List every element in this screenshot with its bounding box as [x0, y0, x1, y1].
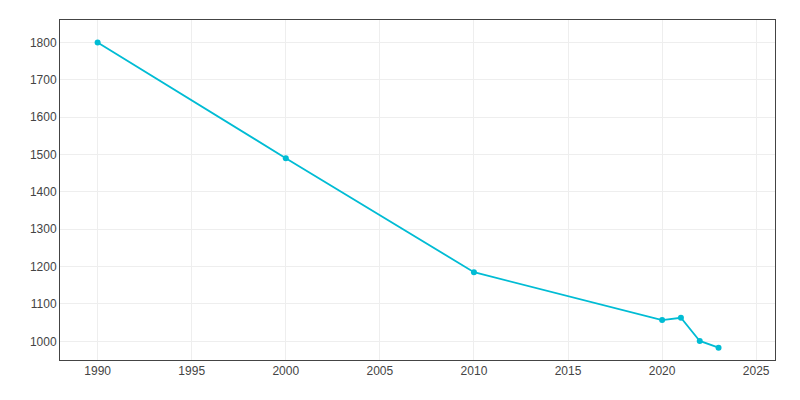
svg-text:2015: 2015 — [555, 364, 582, 378]
svg-text:1800: 1800 — [30, 36, 57, 50]
svg-text:2010: 2010 — [461, 364, 488, 378]
svg-text:1995: 1995 — [178, 364, 205, 378]
svg-text:2005: 2005 — [367, 364, 394, 378]
svg-text:2020: 2020 — [649, 364, 676, 378]
svg-text:1100: 1100 — [31, 297, 57, 311]
svg-text:1700: 1700 — [30, 73, 57, 87]
svg-text:2025: 2025 — [743, 364, 770, 378]
svg-text:1500: 1500 — [30, 148, 57, 162]
svg-text:1300: 1300 — [30, 222, 57, 236]
svg-text:1200: 1200 — [30, 260, 57, 274]
svg-text:1400: 1400 — [30, 185, 57, 199]
svg-text:1600: 1600 — [30, 110, 57, 124]
svg-text:1990: 1990 — [84, 364, 111, 378]
svg-text:2000: 2000 — [272, 364, 299, 378]
svg-text:1000: 1000 — [30, 335, 57, 349]
